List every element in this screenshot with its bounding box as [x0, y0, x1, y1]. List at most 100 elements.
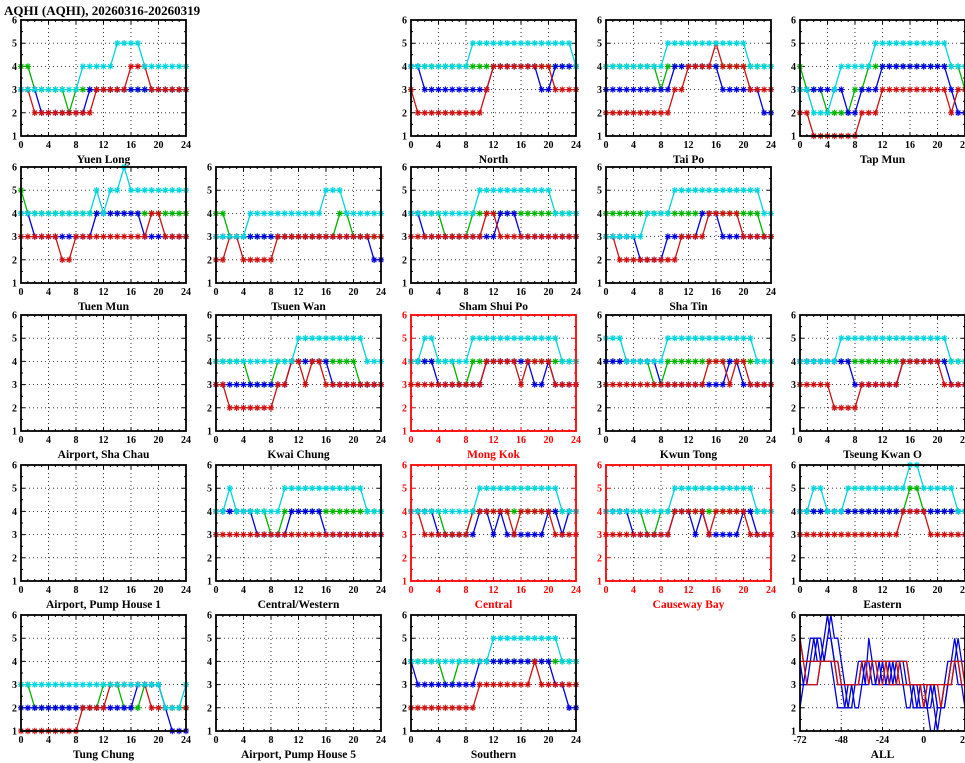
- y-tick-label: 3: [12, 380, 17, 391]
- y-tick-label: 5: [597, 484, 602, 495]
- plot-frame: [605, 166, 772, 284]
- y-tick-label: 1: [12, 727, 17, 738]
- plot-frame: [799, 314, 965, 432]
- y-tick-label: 3: [402, 85, 407, 96]
- y-tick-label: 6: [402, 163, 407, 174]
- x-tick-label: 8: [659, 140, 664, 151]
- y-tick-label: 1: [791, 577, 796, 588]
- x-tick-label: 24: [571, 585, 581, 596]
- x-tick-label: 0: [798, 585, 803, 596]
- y-tick-label: 5: [597, 334, 602, 345]
- y-tick-label: 4: [207, 507, 212, 518]
- y-tick-label: 4: [207, 657, 212, 668]
- data-line: [800, 660, 965, 708]
- grid-lines: [411, 20, 576, 136]
- data-line: [216, 510, 381, 536]
- x-tick-label: 8: [853, 140, 858, 151]
- subplot-airport-pump-house-1: 1 2 3 4 5 6 0 4 8 12 16 20 24 Airport, Pump House 1: [0, 455, 194, 613]
- data-line: [411, 212, 576, 238]
- plot-frame: [410, 314, 577, 432]
- y-tick-label: 5: [12, 186, 17, 197]
- x-tick-label: 24: [766, 585, 776, 596]
- x-tick-label: 20: [544, 287, 554, 298]
- y-tick-label: 6: [402, 16, 407, 27]
- data-line: [411, 637, 576, 663]
- y-tick-label: 6: [402, 461, 407, 472]
- data-line: [216, 485, 381, 513]
- data-line: [411, 212, 576, 238]
- y-tick-label: 2: [12, 403, 17, 414]
- data-line: [21, 683, 186, 709]
- y-tick-label: 5: [791, 334, 796, 345]
- y-tick-label: 4: [402, 209, 407, 220]
- y-tick-label: 6: [12, 611, 17, 622]
- x-tick-label: 0: [409, 585, 414, 596]
- x-tick-label: 0: [409, 287, 414, 298]
- y-tick-label: 4: [597, 507, 602, 518]
- subplot-mong-kok: 1 2 3 4 5 6 0 4 8 12 16 20 24 Mong Kok: [390, 305, 584, 463]
- station-label: Tuen Mun: [78, 301, 130, 313]
- y-tick-label: 5: [12, 39, 17, 50]
- x-tick-label: 8: [269, 735, 274, 746]
- axis-ticks: [605, 314, 772, 432]
- x-tick-label: 4: [46, 585, 51, 596]
- y-tick-label: 3: [791, 530, 796, 541]
- station-label: Airport, Pump House 5: [241, 749, 356, 761]
- x-tick-label: 8: [74, 585, 79, 596]
- data-line: [800, 510, 965, 536]
- x-tick-label: 0: [409, 435, 414, 446]
- x-tick-label: 20: [349, 585, 359, 596]
- x-tick-label: 0: [798, 140, 803, 151]
- x-tick-label: 4: [46, 140, 51, 151]
- x-tick-label: 12: [878, 140, 888, 151]
- x-tick-label: 4: [825, 435, 830, 446]
- x-tick-label: 0: [19, 287, 24, 298]
- x-tick-label: 12: [684, 585, 694, 596]
- x-tick-label: 16: [126, 585, 136, 596]
- plot-frame: [215, 464, 382, 582]
- subplot-yuen-long: 1 2 3 4 5 6 0 4 8 12 16 20 24 Yuen Long: [0, 10, 194, 168]
- x-tick-label: 16: [126, 140, 136, 151]
- y-tick-label: 2: [12, 553, 17, 564]
- station-label: Tseung Kwan O: [843, 449, 922, 461]
- x-tick-label: 20: [933, 140, 943, 151]
- x-tick-label: 4: [241, 435, 246, 446]
- x-tick-label: 4: [436, 735, 441, 746]
- station-label: Mong Kok: [467, 449, 520, 461]
- station-label: Eastern: [863, 599, 902, 611]
- grid-lines: [606, 465, 771, 581]
- grid-lines: [21, 167, 186, 283]
- x-tick-label: 0: [409, 140, 414, 151]
- x-tick-label: 8: [659, 287, 664, 298]
- plot-frame: [215, 614, 382, 732]
- x-tick-label: 8: [74, 140, 79, 151]
- plot-frame: [799, 19, 965, 137]
- subplot-tung-chung: 1 2 3 4 5 6 0 4 8 12 16 20 24 Tung Chung: [0, 605, 194, 763]
- y-tick-label: 3: [597, 85, 602, 96]
- y-tick-label: 5: [207, 186, 212, 197]
- data-line: [606, 360, 771, 386]
- x-tick-label: 20: [544, 735, 554, 746]
- x-tick-label: 16: [126, 435, 136, 446]
- x-tick-label: 0: [604, 435, 609, 446]
- y-tick-label: 3: [791, 85, 796, 96]
- y-tick-label: 1: [597, 132, 602, 143]
- y-tick-label: 6: [12, 16, 17, 27]
- data-line: [216, 212, 381, 238]
- grid-lines: [21, 20, 186, 136]
- x-tick-label: 4: [631, 287, 636, 298]
- x-tick-label: 20: [349, 287, 359, 298]
- axis-ticks: [410, 614, 577, 732]
- data-line: [606, 360, 771, 386]
- data-markers: [213, 531, 384, 538]
- x-tick-label: 4: [825, 585, 830, 596]
- grid-lines: [216, 615, 381, 731]
- y-tick-label: 2: [402, 553, 407, 564]
- subplot-kwun-tong: 1 2 3 4 5 6 0 4 8 12 16 20 24 Kwun Tong: [585, 305, 779, 463]
- y-tick-label: 5: [12, 484, 17, 495]
